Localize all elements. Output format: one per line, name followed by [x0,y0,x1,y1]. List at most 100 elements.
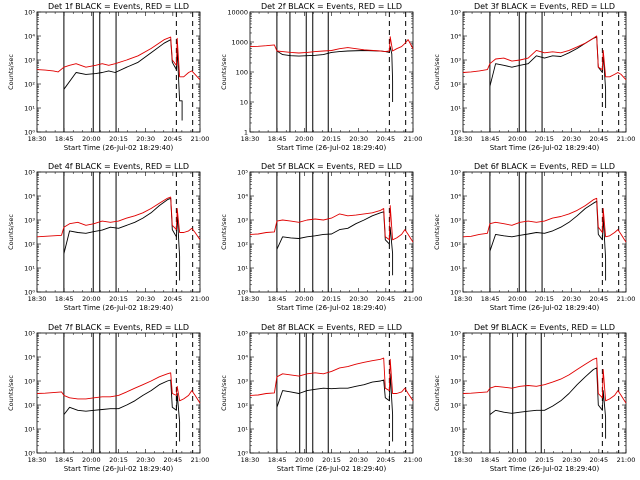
x-tick-label: 20:30 [349,456,368,464]
plot-title: Det 5f BLACK = Events, RED = LLD [261,162,402,171]
x-tick-label: 20:00 [295,456,314,464]
x-axis-label: Start Time (26-Jul-02 18:29:40) [277,304,387,312]
plot-title: Det 7f BLACK = Events, RED = LLD [48,323,189,332]
y-tick-label: 10⁰ [450,450,461,458]
det-1-panel: Det 1f BLACK = Events, RED = LLD 10⁰ 10¹ 10… [7,2,209,152]
x-tick-label: 18:30 [454,135,473,143]
events-series-line [489,200,607,281]
y-tick-label: 10⁴ [450,193,461,201]
plot-frame [36,11,201,133]
lld-series-line [36,372,201,404]
y-axis-label: Counts/sec [7,214,15,250]
x-tick-label: 21:00 [617,295,636,303]
lld-series-line [249,36,414,54]
y-tick-label: 10⁰ [450,289,461,297]
x-tick-label: 21:00 [617,135,636,143]
x-tick-label: 20:15 [109,456,128,464]
plot-title: Det 9f BLACK = Events, RED = LLD [474,323,615,332]
x-tick-label: 18:30 [28,135,47,143]
y-tick-label: 10¹ [450,265,461,273]
y-tick-label: 10⁵ [24,330,35,338]
x-tick-label: 21:00 [404,456,423,464]
x-tick-label: 20:00 [508,135,527,143]
x-tick-label: 20:15 [109,295,128,303]
x-tick-label: 18:30 [454,456,473,464]
lld-series-line [462,357,627,404]
x-tick-label: 20:30 [136,135,155,143]
x-tick-label: 20:15 [535,456,554,464]
det-4-panel: Det 4f BLACK = Events, RED = LLD 10⁰ 10¹ 10… [7,162,209,312]
det-3-panel: Det 3f BLACK = Events, RED = LLD 10⁰ 10¹ 10… [433,2,635,152]
events-series-line [489,367,607,439]
det-5-panel: Det 5f BLACK = Events, RED = LLD 10⁰ 10¹ 10… [220,162,422,312]
y-tick-label: 10³ [24,57,35,65]
det-9-panel: Det 9f BLACK = Events, RED = LLD 10⁰ 10¹ 10… [433,323,635,473]
x-axis-label: Start Time (26-Jul-02 18:29:40) [277,144,387,152]
plot-frame [249,11,414,133]
y-tick-label: 10³ [450,378,461,386]
y-tick-label: 10² [237,402,248,410]
y-axis-label: Counts/sec [433,375,441,411]
x-tick-label: 20:15 [535,135,554,143]
lld-series-line [249,357,414,402]
y-axis-label: Counts/sec [220,214,228,250]
x-axis-label: Start Time (26-Jul-02 18:29:40) [64,465,174,473]
x-tick-label: 18:30 [241,135,260,143]
x-tick-label: 20:45 [589,456,608,464]
x-tick-label: 18:45 [481,456,500,464]
plot-title: Det 6f BLACK = Events, RED = LLD [474,162,615,171]
x-tick-label: 18:45 [268,456,287,464]
x-tick-label: 18:45 [481,135,500,143]
plot-title: Det 8f BLACK = Events, RED = LLD [261,323,402,332]
det-8-panel: Det 8f BLACK = Events, RED = LLD 10⁰ 10¹ 10… [220,323,422,473]
x-tick-label: 20:15 [322,295,341,303]
y-tick-label: 10⁴ [450,33,461,41]
x-axis-label: Start Time (26-Jul-02 18:29:40) [64,144,174,152]
y-tick-label: 10⁴ [237,193,248,201]
x-tick-label: 18:30 [241,456,260,464]
x-tick-label: 20:30 [562,135,581,143]
y-tick-label: 10⁰ [237,289,248,297]
y-tick-label: 10¹ [237,265,248,273]
y-tick-label: 10¹ [24,426,35,434]
x-tick-label: 20:00 [82,135,101,143]
y-tick-label: 10² [24,402,35,410]
x-tick-label: 18:30 [241,295,260,303]
x-tick-label: 20:45 [163,135,182,143]
y-tick-label: 10⁰ [450,129,461,137]
y-tick-label: 10⁵ [450,330,461,338]
x-tick-label: 20:00 [508,456,527,464]
plot-title: Det 4f BLACK = Events, RED = LLD [48,162,189,171]
x-tick-label: 18:30 [28,295,47,303]
y-tick-label: 10³ [237,217,248,225]
x-tick-label: 20:30 [349,295,368,303]
y-tick-label: 10⁵ [450,9,461,17]
y-tick-label: 10¹ [450,105,461,113]
y-tick-label: 1 [244,129,248,137]
y-axis-label: Counts/sec [7,54,15,90]
x-tick-label: 20:45 [376,295,395,303]
x-axis-label: Start Time (26-Jul-02 18:29:40) [490,144,600,152]
events-series-line [63,197,181,281]
events-series-line [63,39,183,121]
x-tick-label: 21:00 [191,295,210,303]
y-tick-label: 10000 [227,9,248,17]
y-tick-label: 10⁰ [24,450,35,458]
det-6-panel: Det 6f BLACK = Events, RED = LLD 10⁰ 10¹ 10… [433,162,635,312]
x-tick-label: 20:15 [322,456,341,464]
x-tick-label: 21:00 [617,456,636,464]
x-tick-label: 20:00 [82,456,101,464]
x-axis-label: Start Time (26-Jul-02 18:29:40) [277,465,387,473]
y-tick-label: 10³ [450,217,461,225]
y-axis-label: Counts/sec [433,54,441,90]
y-tick-label: 10⁰ [237,450,248,458]
y-tick-label: 10³ [237,378,248,386]
x-tick-label: 18:45 [481,295,500,303]
x-axis-label: Start Time (26-Jul-02 18:29:40) [490,304,600,312]
y-axis-label: Counts/sec [7,375,15,411]
lld-series-line [462,197,627,243]
x-tick-label: 20:15 [322,135,341,143]
x-tick-label: 18:45 [55,456,74,464]
y-tick-label: 10⁴ [450,354,461,362]
